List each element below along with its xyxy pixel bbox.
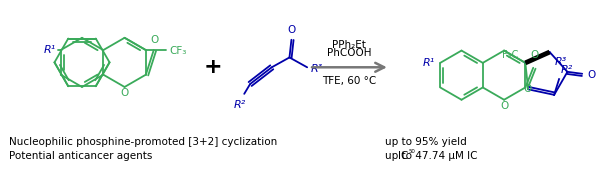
- Text: O: O: [587, 70, 595, 80]
- Text: Potential anticancer agents: Potential anticancer agents: [10, 151, 153, 161]
- Text: R¹: R¹: [423, 58, 435, 68]
- Text: ₅₀: ₅₀: [408, 146, 415, 155]
- Text: Nucleophilic phosphine-promoted [3+2] cyclization: Nucleophilic phosphine-promoted [3+2] cy…: [10, 137, 278, 147]
- Text: R³: R³: [555, 57, 567, 67]
- Text: PPh₂Et: PPh₂Et: [333, 40, 367, 50]
- Text: PhCOOH: PhCOOH: [327, 48, 372, 58]
- Text: R²: R²: [561, 65, 573, 75]
- Text: R³: R³: [311, 64, 324, 74]
- Text: O: O: [150, 35, 159, 45]
- Text: R¹: R¹: [44, 45, 56, 55]
- Text: O: O: [530, 50, 538, 60]
- Text: CF₃: CF₃: [170, 46, 187, 56]
- Text: +: +: [204, 57, 222, 77]
- Text: O: O: [121, 88, 129, 98]
- Text: R²: R²: [234, 100, 247, 110]
- Text: up to 47.74 μM IC: up to 47.74 μM IC: [385, 151, 478, 161]
- Text: O: O: [287, 25, 296, 35]
- Text: up to 95% yield: up to 95% yield: [385, 137, 467, 147]
- Text: F₃C: F₃C: [502, 50, 518, 60]
- Text: IC: IC: [398, 151, 408, 161]
- Text: TFE, 60 °C: TFE, 60 °C: [322, 76, 377, 86]
- Text: O: O: [500, 101, 508, 111]
- Text: O: O: [523, 84, 531, 94]
